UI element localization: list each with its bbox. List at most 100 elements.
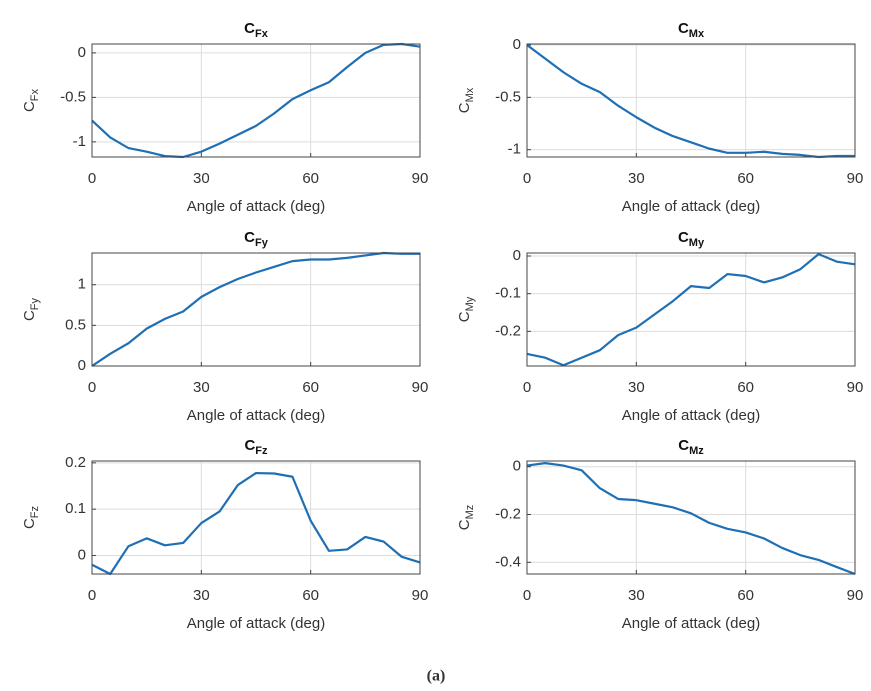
y-tick-label: 0 [78,357,86,374]
x-axis-label: Angle of attack (deg) [622,615,760,632]
y-axis-label: CMy [456,296,476,322]
data-line [91,251,420,367]
x-tick-label: 0 [523,170,531,187]
x-tick-label: 60 [302,587,319,604]
x-tick-label: 60 [302,170,319,187]
y-tick-label: 1 [78,276,86,293]
data-line [526,44,855,159]
chart-title-sub: Mx [689,28,705,40]
axes-box [91,252,421,367]
chart-title: CFy [244,229,269,249]
axes-box [91,43,421,158]
plot-area [92,461,420,574]
x-tick-label: 30 [628,379,645,396]
y-tick-label: -0.2 [495,505,521,522]
y-axis-label-main: C [21,310,38,321]
y-axis-label-sub: Fy [29,297,41,310]
y-tick-label: -0.5 [495,88,521,105]
y-tick-label: 0 [513,458,521,475]
x-tick-label: 0 [523,587,531,604]
x-tick-label: 30 [193,587,210,604]
y-tick-label: 0.2 [65,454,86,471]
y-tick-label: 0 [78,44,86,61]
y-axis-label-sub: Fx [29,88,41,101]
chart-title-sub: Mz [689,445,704,457]
y-tick-label: 0 [78,546,86,563]
chart-title-main: C [678,20,689,37]
data-line [91,471,421,576]
x-axis-label: Angle of attack (deg) [622,198,760,215]
x-tick-label: 30 [628,170,645,187]
y-tick-label: -1 [508,141,521,158]
x-tick-label: 30 [193,379,210,396]
x-tick-label: 90 [847,379,864,396]
x-tick-label: 0 [88,587,96,604]
axes-box [91,460,421,575]
y-axis-label-sub: My [464,296,476,311]
data-line [526,462,856,576]
x-tick-label: 90 [847,587,864,604]
y-axis-label-main: C [21,101,38,112]
x-tick-label: 30 [193,170,210,187]
plot-area [92,253,420,366]
x-axis-label: Angle of attack (deg) [187,615,325,632]
x-tick-label: 90 [412,170,429,187]
y-axis-label-main: C [456,519,473,530]
y-axis-label: CMz [456,505,476,531]
y-axis-label: CFz [21,506,41,529]
chart-title: CMy [678,229,705,249]
y-axis-label: CMx [456,87,476,113]
chart-title-main: C [244,20,255,37]
caption: (a) [427,668,446,685]
chart-title: CFx [244,20,269,40]
y-tick-label: 0 [513,247,521,264]
x-axis-label: Angle of attack (deg) [187,198,325,215]
y-axis-label: CFy [21,297,41,321]
y-tick-label: -0.1 [495,285,521,302]
chart-title-main: C [678,229,689,246]
x-tick-label: 90 [847,170,864,187]
y-tick-label: -0.4 [495,553,521,570]
chart-title-sub: Fz [255,445,268,457]
x-tick-label: 60 [737,379,754,396]
x-axis-label: Angle of attack (deg) [187,407,325,424]
chart-title: CFz [244,437,268,457]
y-axis-label-sub: Fz [29,506,41,518]
chart-title: CMz [678,437,704,457]
y-tick-label: 0 [513,36,521,53]
chart-title-sub: My [689,237,705,249]
chart-title-main: C [244,229,255,246]
y-tick-label: 0.5 [65,316,86,333]
y-axis-label-main: C [456,311,473,322]
axes-box [526,252,856,367]
x-axis-label: Angle of attack (deg) [622,407,760,424]
y-tick-label: -0.2 [495,322,521,339]
y-axis-label-main: C [456,102,473,113]
x-tick-label: 60 [737,587,754,604]
y-axis-label-sub: Mx [464,87,476,102]
plot-area [527,44,855,157]
axes-box [526,43,856,158]
y-axis-label-main: C [21,518,38,529]
data-line [526,253,856,367]
axes-box [526,460,856,575]
y-axis-label: CFx [21,88,41,112]
plot-area [527,253,855,366]
x-tick-label: 0 [88,170,96,187]
chart-title-sub: Fy [255,237,269,249]
x-tick-label: 0 [523,379,531,396]
chart-title-main: C [244,437,255,454]
y-tick-label: -1 [73,133,86,150]
x-tick-label: 30 [628,587,645,604]
x-tick-label: 60 [737,170,754,187]
chart-title-sub: Fx [255,28,269,40]
plot-area [92,44,420,157]
y-axis-label-sub: Mz [464,505,476,520]
x-tick-label: 90 [412,587,429,604]
data-line [91,42,421,159]
y-tick-label: 0.1 [65,500,86,517]
x-tick-label: 90 [412,379,429,396]
x-tick-label: 0 [88,379,96,396]
chart-title: CMx [678,20,705,40]
